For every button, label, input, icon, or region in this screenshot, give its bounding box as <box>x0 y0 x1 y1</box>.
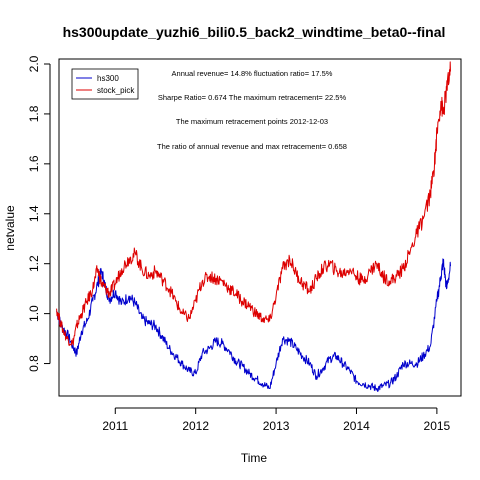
chart-title: hs300update_yuzhi6_bili0.5_back2_windtim… <box>63 24 446 40</box>
x-tick-label-2015: 2015 <box>424 419 451 433</box>
x-tick-label-2013: 2013 <box>263 419 290 433</box>
annotation-sharpe-ratio: Sharpe Ratio= 0.674 The maximum retracem… <box>158 93 347 102</box>
x-axis-label: Time <box>241 451 268 465</box>
plot-area-frame <box>58 58 462 397</box>
legend: hs300 stock_pick <box>71 68 139 100</box>
x-tick-label-2012: 2012 <box>182 419 209 433</box>
annotation-annual-revenue: Annual revenue= 14.8% fluctuation ratio=… <box>172 69 333 78</box>
x-tick-label-2014: 2014 <box>343 419 370 433</box>
series-line-stock-pick <box>56 61 451 346</box>
legend-box <box>71 68 139 100</box>
y-tick-label-1.0: 1.0 <box>27 305 41 322</box>
x-tick-label-2011: 2011 <box>102 419 128 433</box>
y-tick-label-0.8: 0.8 <box>27 355 41 372</box>
y-tick-label-2.0: 2.0 <box>27 55 41 72</box>
x-axis: 2011 2012 2013 2014 2015 <box>102 407 451 433</box>
legend-label-stock-pick: stock_pick <box>97 86 135 95</box>
series-layer <box>56 61 451 392</box>
y-axis: 0.8 1.0 1.2 1.4 1.6 1.8 2.0 <box>27 55 51 372</box>
y-axis-label: netvalue <box>3 205 17 251</box>
annotations: Annual revenue= 14.8% fluctuation ratio=… <box>157 69 347 151</box>
legend-label-hs300: hs300 <box>97 74 119 83</box>
y-tick-label-1.8: 1.8 <box>27 105 41 122</box>
y-tick-label-1.4: 1.4 <box>27 205 41 222</box>
annotation-retracement-point: The maximum retracement points 2012-12-0… <box>176 117 328 126</box>
y-tick-label-1.2: 1.2 <box>27 255 41 272</box>
annotation-revenue-retracement-ratio: The ratio of annual revenue and max retr… <box>157 142 347 151</box>
y-tick-label-1.6: 1.6 <box>27 155 41 172</box>
